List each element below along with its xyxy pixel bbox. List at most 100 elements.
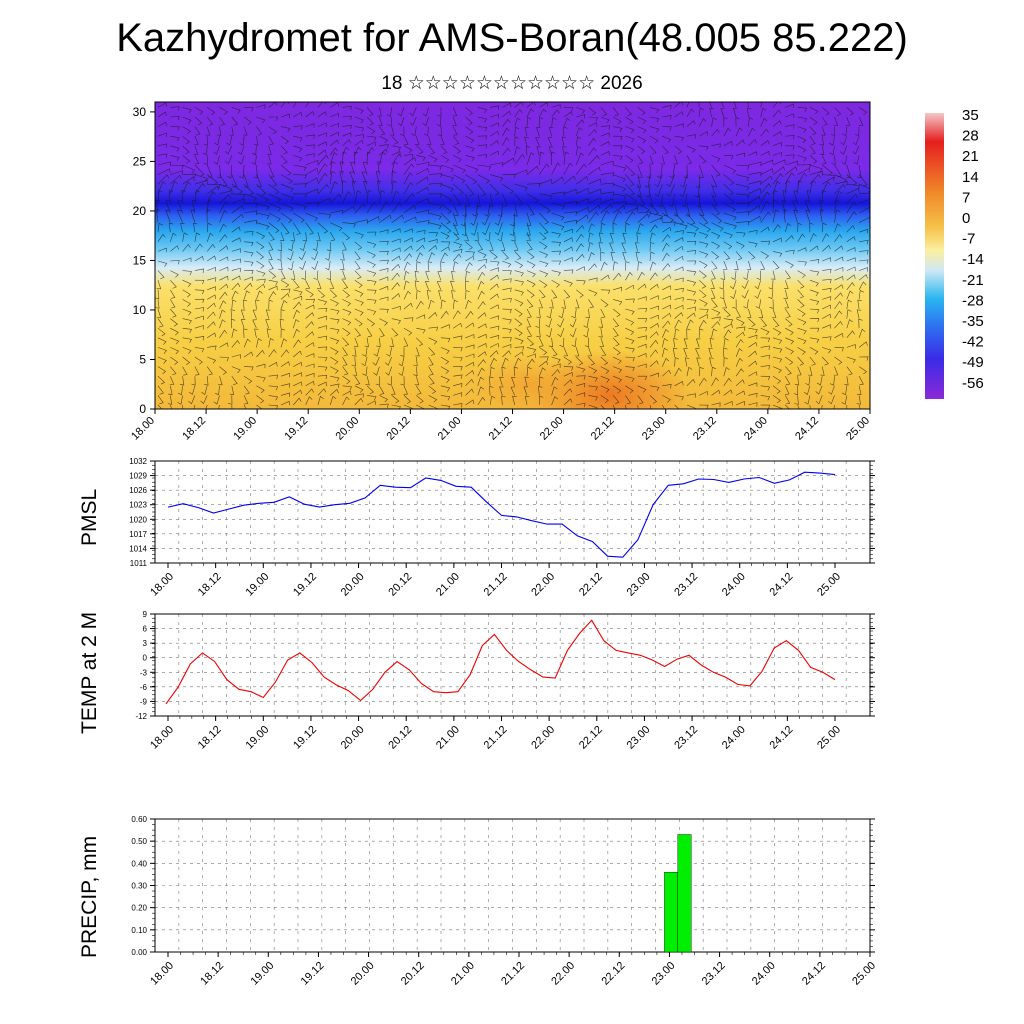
wind-barb [785,223,792,233]
wind-barb [699,145,709,151]
wind-barb [686,212,696,225]
wind-barb [502,278,512,283]
wind-barb [723,193,735,205]
wind-barb [723,308,731,318]
wind-barb [637,395,644,405]
wind-barb [721,102,725,108]
wind-barb [477,135,488,140]
wind-barb [539,279,548,288]
wind-barb [809,171,823,176]
wind-barb [723,338,729,348]
wind-barb [698,328,704,338]
wind-barb [293,381,303,387]
wind-barb [280,349,289,358]
wind-barb [723,164,737,174]
wind-barb [711,299,718,309]
wind-barb [588,385,598,391]
wind-barb [674,230,684,235]
wind-barb [672,347,678,358]
wind-barb [772,375,782,384]
wind-barb [648,155,654,165]
wind-barb [453,366,463,371]
wind-barb [422,116,429,127]
wind-barb [598,318,604,328]
wind-barb [182,135,190,145]
wind-barb [367,289,377,295]
wind-barb [760,151,770,156]
wind-barb [452,203,459,216]
wind-barb [760,365,770,370]
wind-barb [502,308,512,314]
wind-barb [305,304,315,310]
wind-barb [193,404,196,409]
wind-barb [698,212,709,225]
wind-barb [157,337,167,345]
wind-barb [169,376,175,386]
wind-barb [502,260,512,268]
wind-barb [194,325,204,330]
wind-barb [214,136,220,146]
wind-barb [252,309,258,319]
wind-barb [354,289,364,297]
wind-barb [649,212,664,220]
wind-barb [735,348,743,358]
wind-barb [686,378,696,387]
wind-barb [834,356,843,365]
wind-barb [453,374,463,379]
wind-barb [243,276,253,281]
wind-barb [366,126,376,135]
wind-barb [157,270,165,280]
wind-barb [305,363,315,369]
wind-barb [736,152,746,158]
wind-barb [797,260,807,266]
wind-barb [772,337,783,344]
wind-barb [563,289,571,299]
wind-barb [280,155,288,164]
wind-barb [182,243,191,252]
wind-barb [377,180,382,194]
wind-barb [477,333,487,339]
wind-barb [797,318,807,326]
wind-barb [293,397,302,406]
wind-barb [772,251,783,257]
wind-barb [317,395,324,406]
wind-barb [699,404,709,409]
wind-barb [499,386,504,396]
wind-barb [797,167,810,175]
wind-barb [399,126,405,137]
wind-barb [732,108,738,118]
wind-barb [625,356,635,362]
colorbar-label: -56 [962,375,984,392]
wind-barb [563,107,574,112]
wind-barb [514,102,524,108]
wind-barb [575,243,584,252]
wind-barb [625,135,635,143]
wind-barb [317,335,328,341]
wind-barb [803,385,811,395]
wind-barb [772,131,782,137]
wind-barb [612,205,626,214]
section-y-tick-label: 0 [139,402,146,416]
wind-barb [699,222,711,233]
wind-barb [403,327,413,336]
y-tick-label: 6 [143,625,148,634]
wind-barb [440,385,451,392]
wind-barb [302,232,308,242]
wind-barb [526,117,532,127]
wind-barb [735,318,745,326]
wind-barb [182,181,192,194]
wind-barb [379,308,389,314]
x-tick-label: 19.00 [243,571,271,599]
wind-barb [477,144,488,149]
wind-barb [637,184,642,197]
wind-barb [625,211,636,223]
wind-barb [662,357,670,367]
wind-barb [182,404,183,409]
wind-barb [723,174,735,186]
wind-barb [367,279,377,286]
wind-barb [477,280,485,290]
wind-barb [428,173,442,178]
wind-barb [387,116,392,127]
wind-barb [305,388,314,396]
wind-barb [364,337,369,348]
